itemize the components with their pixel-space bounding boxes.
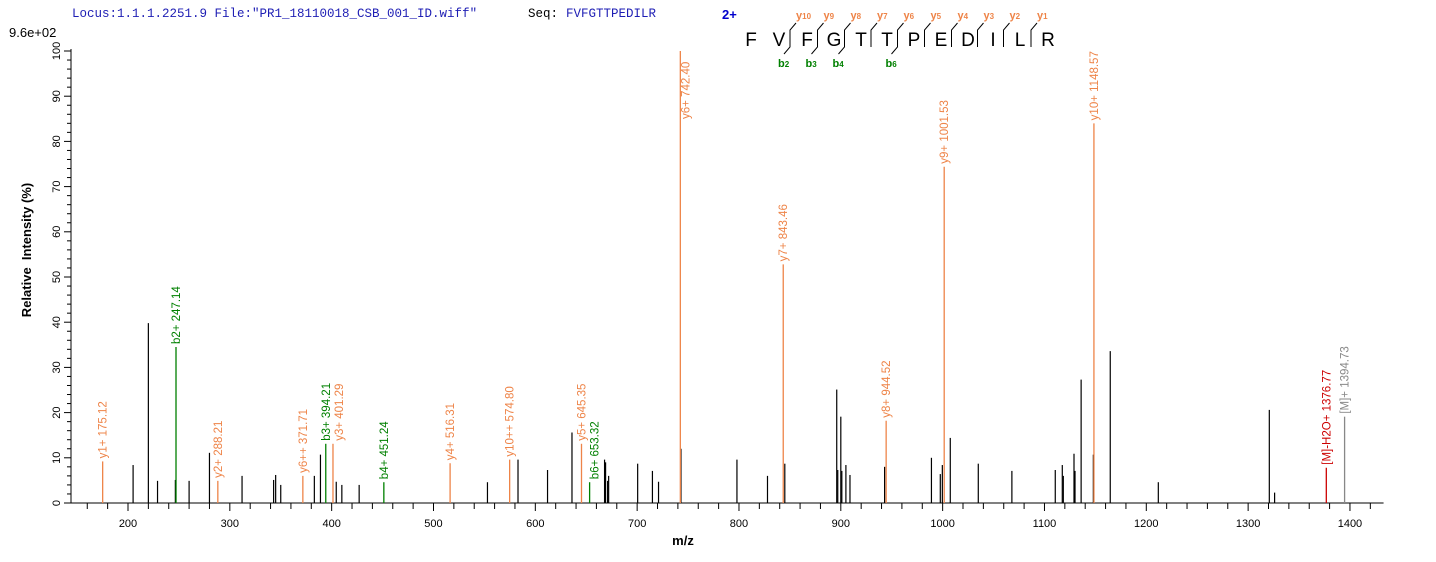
x-tick-label: 1000: [930, 518, 954, 530]
y-fragment-marker: [897, 22, 904, 47]
y-fragment-marker: [1030, 22, 1038, 47]
peak-label: y2+ 288.21: [213, 421, 225, 478]
x-tick-label: 500: [424, 518, 442, 530]
y-ion-label: y5: [931, 10, 942, 22]
y-tick-label: 30: [51, 361, 63, 373]
b-fragment-marker: [838, 30, 845, 55]
x-tick-label: 1400: [1338, 518, 1362, 530]
y-fragment-marker: [870, 22, 878, 47]
peak-label: y10+ 1148.57: [1089, 51, 1101, 120]
axes: 200 300 400 500 600 700 800 900 1000 1100 1200 1300…: [51, 42, 1384, 530]
x-tick-label: 1100: [1033, 518, 1057, 530]
peaks: y1+ 175.12 b2+ 247.14 y2+ 288.21 y6++ 371.7…: [98, 51, 1352, 503]
peak-label: y8+ 944.52: [881, 361, 893, 418]
y-tick-label: 10: [51, 452, 63, 464]
locus-file-info: Locus:1.1.1.2251.9 File:"PR1_18110018_CS…: [72, 7, 477, 21]
charge-state: 2+: [722, 7, 737, 22]
y-fragment-marker: [1003, 22, 1010, 47]
y-tick-label: 90: [51, 90, 63, 102]
y-axis-label: Relative Intensity (%): [19, 183, 34, 317]
residue-letter: T: [881, 30, 893, 51]
x-tick-label: 300: [221, 518, 239, 530]
y-fragment-marker: [789, 22, 797, 47]
residue-letter: L: [1015, 30, 1026, 51]
b-ion-label: b4: [833, 58, 845, 70]
residue-letter: G: [827, 30, 842, 51]
residue-letter: T: [855, 30, 867, 51]
x-tick-label: 800: [730, 518, 748, 530]
x-tick-label: 600: [526, 518, 544, 530]
residue-letter: D: [961, 30, 975, 51]
peak-label: b3+ 394.21: [321, 383, 333, 441]
peak-label: [M]+ 1394.73: [1340, 346, 1352, 413]
peak-label: y5+ 645.35: [576, 384, 588, 441]
y-ion-label: y6: [904, 10, 915, 22]
y-fragment-marker: [951, 22, 958, 47]
residue-letter: R: [1041, 30, 1055, 51]
x-tick-label: 200: [119, 518, 137, 530]
peak-label: y6+ 742.40: [680, 62, 692, 119]
peak-label: y6++ 371.71: [298, 409, 310, 473]
y-ion-label: y9: [824, 10, 835, 22]
residue-letter: E: [935, 30, 948, 51]
y-fragment-marker: [844, 22, 851, 47]
y-ion-label: y1: [1037, 10, 1048, 22]
b-ion-label: b2: [778, 58, 790, 70]
y-ion-label: y8: [851, 10, 862, 22]
seq-value: FVFGTTPEDILR: [566, 7, 657, 21]
y-tick-label: 20: [51, 406, 63, 418]
residue-letter: F: [745, 30, 757, 51]
y-ion-label: y2: [1010, 10, 1021, 22]
y-ion-label: y10: [796, 10, 812, 22]
peak-label: y7+ 843.46: [778, 204, 790, 261]
y-ion-label: y7: [877, 10, 888, 22]
x-tick-label: 400: [322, 518, 340, 530]
y-tick-label: 80: [51, 135, 63, 147]
residue-letter: I: [990, 30, 995, 51]
peak-label: y4+ 516.31: [445, 403, 457, 460]
residue-letter: P: [908, 30, 921, 51]
residue-letter: F: [801, 30, 813, 51]
y-tick-label: 50: [51, 271, 63, 283]
b-fragment-marker: [811, 30, 818, 55]
x-tick-label: 1200: [1134, 518, 1158, 530]
x-tick-label: 1300: [1236, 518, 1260, 530]
y-tick-label: 0: [51, 500, 63, 506]
b-ion-label: b3: [806, 58, 818, 70]
peak-label: [M]-H2O+ 1376.77: [1321, 370, 1333, 465]
y-ion-label: y3: [984, 10, 995, 22]
y-tick-label: 40: [51, 316, 63, 328]
peak-label: y1+ 175.12: [98, 401, 110, 458]
peak-label: y10++ 574.80: [505, 386, 517, 456]
scale-max: 9.6e+02: [9, 25, 56, 40]
y-fragment-marker: [924, 22, 931, 47]
peak-label: b6+ 653.32: [589, 421, 601, 479]
seq-label: Seq:: [528, 7, 558, 21]
b-fragment-marker: [891, 30, 898, 55]
y-fragment-marker: [977, 22, 984, 47]
b-ion-label: b6: [886, 58, 898, 70]
b-fragment-marker: [783, 30, 791, 55]
residue-letter: V: [773, 30, 786, 51]
y-tick-label: 100: [51, 42, 63, 60]
x-tick-label: 900: [832, 518, 850, 530]
peak-label: b2+ 247.14: [171, 286, 183, 344]
peak-label: y3+ 401.29: [334, 384, 346, 441]
y-tick-label: 60: [51, 226, 63, 238]
peak-label: b4+ 451.24: [379, 421, 391, 479]
y-ion-label: y4: [958, 10, 969, 22]
x-tick-label: 700: [628, 518, 646, 530]
y-fragment-marker: [817, 22, 824, 47]
peak-label: y9+ 1001.53: [939, 100, 951, 164]
x-axis-label: m/z: [672, 533, 694, 548]
y-tick-label: 70: [51, 180, 63, 192]
